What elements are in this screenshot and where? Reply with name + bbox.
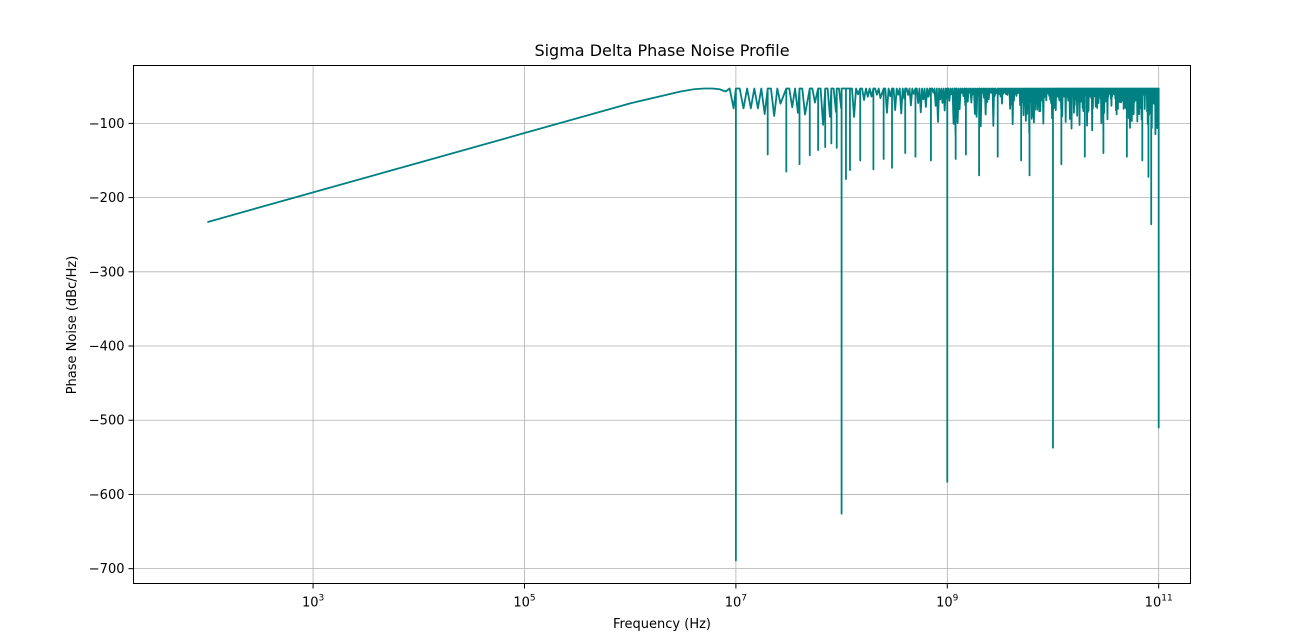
- axis-ticks: 103 105 107 109 1011−100−200−300−400−500−600…: [89, 117, 1173, 611]
- x-tick-exponent: 5: [530, 594, 536, 604]
- y-tick-label: −100: [89, 117, 125, 132]
- y-tick-label: −700: [89, 562, 125, 577]
- plot-frame: [133, 65, 1191, 584]
- x-tick-exponent: 3: [318, 594, 324, 604]
- y-tick-label: −200: [89, 191, 125, 206]
- y-tick-label: −500: [89, 414, 125, 429]
- phase-noise-line: [207, 87, 1160, 562]
- y-axis-label: Phase Noise (dBc/Hz): [65, 256, 80, 395]
- y-tick-label: −300: [89, 265, 125, 280]
- x-tick-base: 10: [725, 596, 742, 611]
- x-tick-label: 107: [725, 594, 747, 611]
- x-tick-exponent: 9: [953, 594, 959, 604]
- x-tick-label: 105: [513, 594, 535, 611]
- x-tick-base: 10: [513, 596, 530, 611]
- y-tick-label: −600: [89, 488, 125, 503]
- x-tick-base: 10: [1145, 596, 1162, 611]
- x-tick-label: 1011: [1145, 594, 1173, 611]
- x-tick-label: 103: [302, 594, 324, 611]
- x-tick-base: 10: [302, 596, 319, 611]
- x-tick-base: 10: [936, 596, 953, 611]
- x-tick-exponent: 7: [741, 594, 747, 604]
- x-axis-label: Frequency (Hz): [613, 617, 711, 632]
- chart-title: Sigma Delta Phase Noise Profile: [534, 41, 789, 60]
- x-tick-label: 109: [936, 594, 959, 611]
- plot-area: [207, 87, 1160, 562]
- y-tick-label: −400: [89, 340, 125, 355]
- grid-lines: [133, 65, 1191, 584]
- x-tick-exponent: 11: [1161, 594, 1172, 604]
